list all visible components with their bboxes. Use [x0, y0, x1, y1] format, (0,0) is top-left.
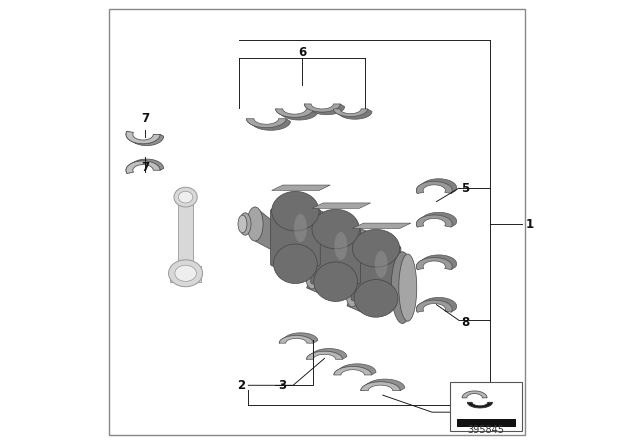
Ellipse shape [346, 226, 358, 253]
Text: 1: 1 [526, 217, 534, 231]
FancyBboxPatch shape [271, 209, 320, 266]
Text: 2: 2 [237, 379, 246, 392]
Ellipse shape [352, 229, 400, 267]
Polygon shape [417, 255, 456, 270]
Ellipse shape [391, 252, 413, 323]
Text: 4: 4 [461, 405, 470, 419]
FancyBboxPatch shape [311, 227, 360, 284]
Text: 395845: 395845 [468, 425, 505, 435]
Text: 7: 7 [141, 112, 149, 125]
Polygon shape [170, 266, 201, 282]
Polygon shape [417, 300, 452, 312]
Polygon shape [126, 159, 164, 173]
Polygon shape [417, 212, 456, 227]
Ellipse shape [312, 209, 360, 249]
Polygon shape [462, 391, 487, 398]
Ellipse shape [238, 215, 247, 233]
Ellipse shape [294, 214, 307, 242]
Polygon shape [417, 297, 456, 312]
Polygon shape [126, 131, 160, 144]
Polygon shape [276, 109, 314, 117]
Ellipse shape [175, 265, 196, 281]
Text: 7: 7 [141, 161, 149, 174]
Polygon shape [467, 402, 493, 408]
Polygon shape [417, 258, 452, 270]
Polygon shape [307, 349, 347, 359]
Polygon shape [334, 366, 371, 375]
Polygon shape [352, 223, 411, 228]
Polygon shape [307, 209, 343, 246]
Polygon shape [305, 104, 344, 115]
Polygon shape [334, 364, 376, 375]
Polygon shape [255, 207, 282, 255]
Ellipse shape [306, 262, 318, 289]
Ellipse shape [334, 232, 348, 260]
Ellipse shape [354, 280, 398, 317]
Text: 3: 3 [278, 379, 286, 392]
Text: 8: 8 [461, 316, 470, 329]
Polygon shape [307, 351, 342, 359]
Ellipse shape [306, 208, 318, 235]
Polygon shape [361, 379, 404, 391]
Polygon shape [417, 181, 452, 194]
Bar [457, 419, 516, 427]
Ellipse shape [399, 254, 417, 321]
Ellipse shape [273, 244, 317, 284]
Polygon shape [279, 333, 317, 343]
Ellipse shape [174, 187, 197, 207]
Polygon shape [307, 263, 343, 299]
Polygon shape [246, 119, 286, 128]
Polygon shape [417, 215, 452, 227]
Text: 6: 6 [298, 46, 306, 60]
Polygon shape [271, 185, 330, 190]
Polygon shape [126, 131, 164, 146]
Ellipse shape [179, 191, 193, 203]
Ellipse shape [239, 213, 251, 235]
Polygon shape [179, 202, 193, 269]
Text: 5: 5 [461, 181, 470, 195]
FancyBboxPatch shape [351, 246, 401, 301]
Ellipse shape [314, 262, 358, 302]
Ellipse shape [346, 280, 358, 307]
Polygon shape [361, 382, 400, 391]
Polygon shape [347, 281, 383, 317]
Polygon shape [347, 227, 383, 263]
Polygon shape [126, 161, 160, 173]
Ellipse shape [168, 260, 203, 287]
Bar [450, 382, 522, 431]
Ellipse shape [247, 207, 263, 241]
Polygon shape [276, 109, 317, 120]
Polygon shape [333, 109, 367, 116]
Polygon shape [305, 104, 340, 112]
Polygon shape [246, 119, 291, 130]
Polygon shape [279, 336, 314, 343]
Ellipse shape [374, 251, 388, 278]
Polygon shape [417, 179, 456, 194]
Polygon shape [333, 109, 372, 119]
Ellipse shape [271, 191, 319, 231]
Polygon shape [312, 203, 371, 208]
